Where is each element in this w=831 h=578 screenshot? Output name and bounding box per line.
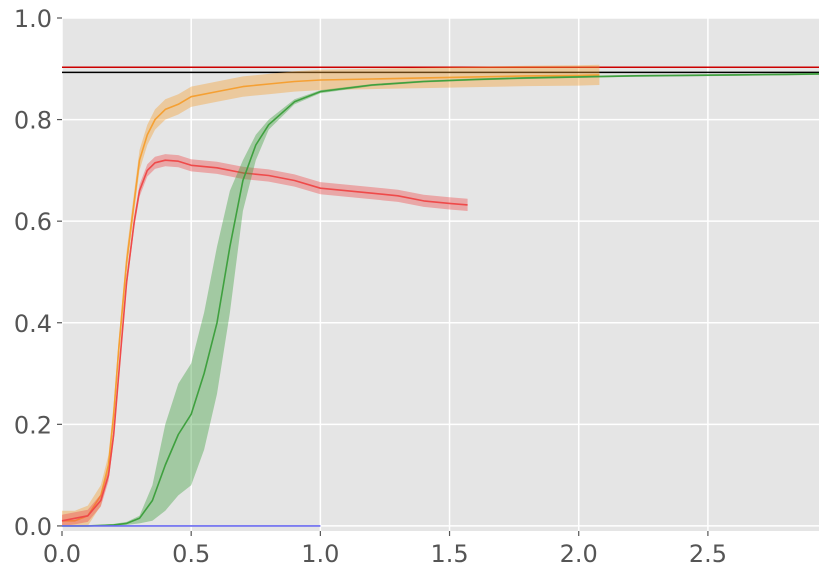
- series-line: [62, 74, 600, 522]
- series-band: [62, 154, 468, 526]
- x-tick-label: 0.5: [172, 540, 210, 568]
- y-tick-label: 0.0: [14, 513, 52, 541]
- x-tick-label: 2.0: [560, 540, 598, 568]
- series-group: [61, 64, 820, 527]
- y-tick-label: 0.8: [14, 107, 52, 135]
- x-tick-label: 2.5: [689, 540, 727, 568]
- x-tick-label: 1.5: [430, 540, 468, 568]
- plot-background: [62, 18, 819, 531]
- y-tick-label: 1.0: [14, 5, 52, 33]
- series-line: [61, 159, 468, 522]
- y-tick-label: 0.4: [14, 310, 52, 338]
- x-tick-label: 1.0: [301, 540, 339, 568]
- x-tick-label: 0.0: [43, 540, 81, 568]
- series-band: [62, 72, 819, 526]
- x-axis-ticks: 0.0 0.5 1.0 1.5 2.0 2.5: [43, 531, 727, 568]
- y-tick-label: 0.6: [14, 208, 52, 236]
- reference-lines: [62, 66, 819, 74]
- grid-lines: [61, 17, 819, 531]
- y-axis-ticks: 0.0 0.2 0.4 0.6 0.8 1.0: [14, 5, 62, 541]
- series-line: [62, 73, 820, 527]
- y-tick-label: 0.2: [14, 411, 52, 439]
